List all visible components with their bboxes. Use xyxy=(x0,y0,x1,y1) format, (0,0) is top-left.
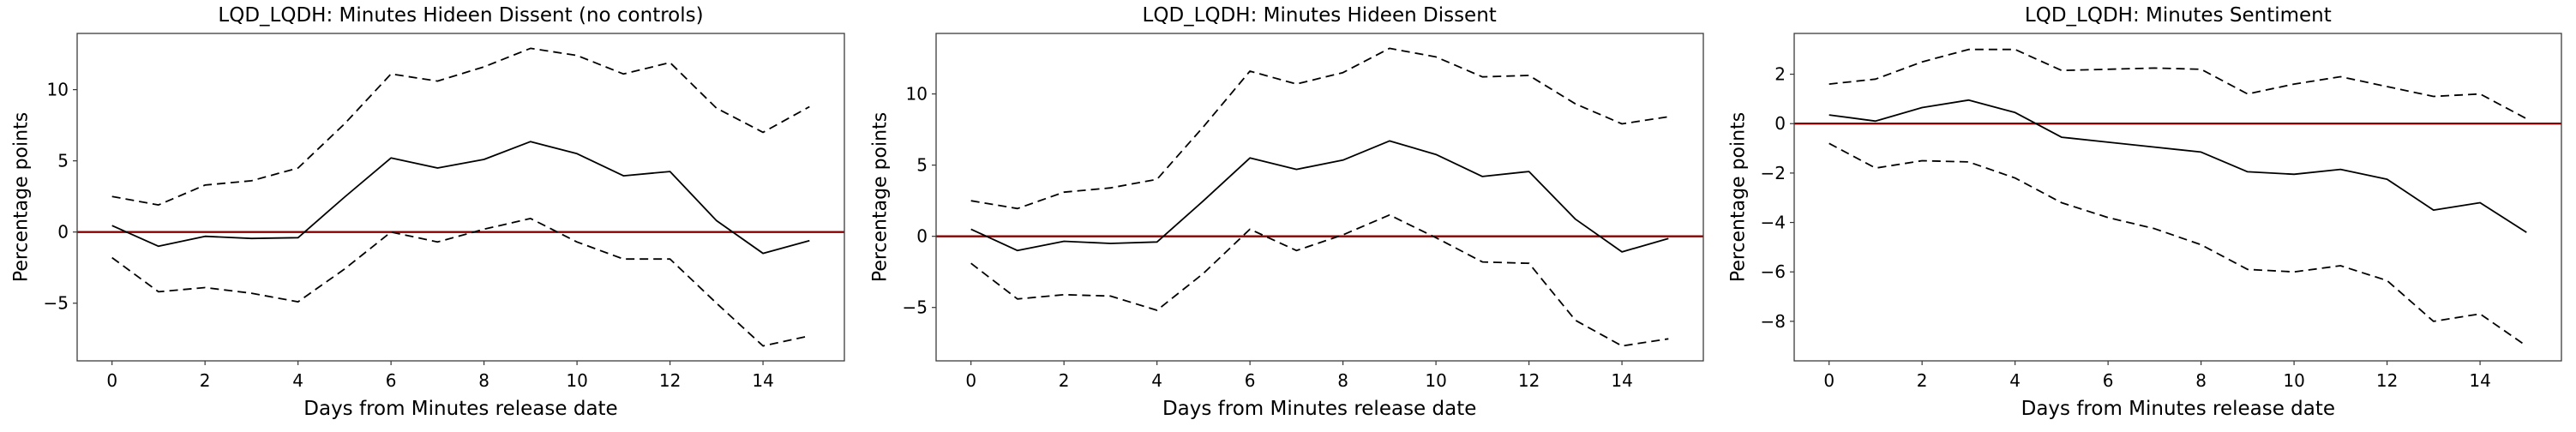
svg-text:0: 0 xyxy=(916,226,928,247)
x-axis-label: Days from Minutes release date xyxy=(1162,398,1477,420)
plot-area: −5 0 5 10 0 2 4 6 8 10 12 14 xyxy=(902,33,1704,391)
svg-text:4: 4 xyxy=(2010,370,2021,391)
svg-text:4: 4 xyxy=(1151,370,1162,391)
chart-panel-minutes-sentiment: LQD_LQDH: Minutes Sentiment Percentage p… xyxy=(1717,0,2576,432)
svg-text:14: 14 xyxy=(1611,370,1632,391)
svg-text:8: 8 xyxy=(1337,370,1348,391)
svg-text:6: 6 xyxy=(1244,370,1255,391)
svg-text:0: 0 xyxy=(106,370,117,391)
svg-text:12: 12 xyxy=(2376,370,2398,391)
svg-text:10: 10 xyxy=(905,84,927,105)
svg-text:14: 14 xyxy=(2470,370,2491,391)
chart-title: LQD_LQDH: Minutes Sentiment xyxy=(2024,4,2332,27)
svg-text:10: 10 xyxy=(1425,370,1446,391)
chart-panel-hidden-dissent-no-controls: LQD_LQDH: Minutes Hideen Dissent (no con… xyxy=(0,0,859,432)
svg-text:6: 6 xyxy=(386,370,397,391)
chart-panel-hidden-dissent: LQD_LQDH: Minutes Hideen Dissent Percent… xyxy=(858,0,1718,432)
svg-text:12: 12 xyxy=(659,370,681,391)
x-axis-label: Days from Minutes release date xyxy=(303,398,618,420)
svg-text:−5: −5 xyxy=(902,297,927,318)
svg-text:0: 0 xyxy=(965,370,976,391)
svg-text:10: 10 xyxy=(2284,370,2305,391)
svg-text:5: 5 xyxy=(916,155,928,176)
svg-text:10: 10 xyxy=(47,80,69,100)
plot-area: −5 0 5 10 0 2 4 6 8 10 12 14 xyxy=(44,33,845,391)
svg-text:2: 2 xyxy=(200,370,211,391)
plot-area: 2 0 −2 −4 −6 −8 0 2 4 6 8 10 12 14 xyxy=(1761,33,2562,391)
svg-text:4: 4 xyxy=(292,370,303,391)
svg-text:0: 0 xyxy=(57,222,69,243)
chart-title: LQD_LQDH: Minutes Hideen Dissent xyxy=(1142,4,1497,27)
svg-text:6: 6 xyxy=(2103,370,2114,391)
svg-text:−4: −4 xyxy=(1761,213,1786,233)
chart-title: LQD_LQDH: Minutes Hideen Dissent (no con… xyxy=(218,4,704,27)
svg-text:−6: −6 xyxy=(1761,261,1786,282)
svg-text:2: 2 xyxy=(1058,370,1069,391)
svg-text:10: 10 xyxy=(566,370,587,391)
svg-text:12: 12 xyxy=(1518,370,1540,391)
svg-text:2: 2 xyxy=(1775,64,1786,85)
svg-text:−5: −5 xyxy=(44,293,69,314)
svg-text:−8: −8 xyxy=(1761,311,1786,332)
svg-text:8: 8 xyxy=(2196,370,2207,391)
svg-text:2: 2 xyxy=(1917,370,1928,391)
svg-text:−2: −2 xyxy=(1761,163,1786,183)
svg-text:5: 5 xyxy=(57,151,69,171)
svg-text:8: 8 xyxy=(478,370,489,391)
svg-text:0: 0 xyxy=(1824,370,1835,391)
svg-text:0: 0 xyxy=(1775,113,1786,134)
x-axis-label: Days from Minutes release date xyxy=(2021,398,2336,420)
svg-text:14: 14 xyxy=(752,370,773,391)
